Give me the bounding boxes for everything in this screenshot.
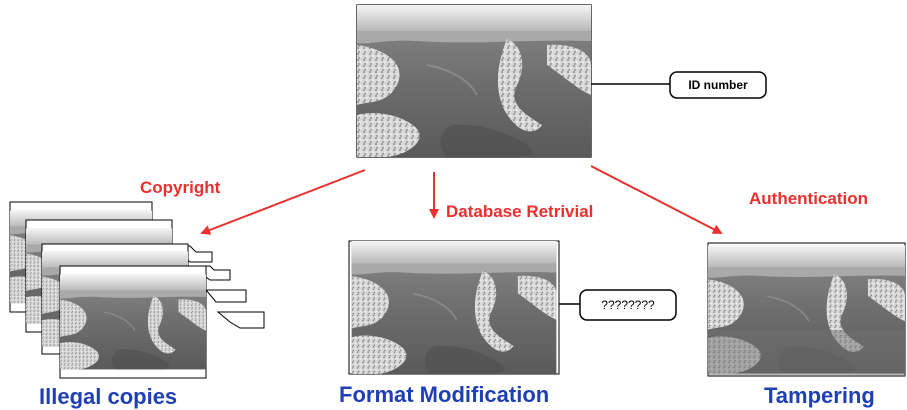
- id-number-tag: ID number: [669, 71, 767, 99]
- format-modified-image: [348, 240, 560, 375]
- tampering-caption: Tampering: [764, 383, 875, 408]
- tampered-image: [707, 242, 906, 377]
- copy-4: [59, 265, 207, 379]
- unknown-id-tag: ????????: [579, 289, 677, 321]
- illegal-copies-stack: [9, 201, 265, 379]
- copyright-label: Copyright: [140, 178, 221, 197]
- original-image: [356, 4, 592, 158]
- unknown-id-text: ????????: [601, 298, 655, 312]
- format-modification-caption: Format Modification: [339, 382, 549, 407]
- database-retrieval-label: Database Retrivial: [446, 202, 593, 221]
- authentication-arrow: [590, 165, 723, 234]
- copyright-arrow: [200, 169, 366, 235]
- illegal-copies-caption: Illegal copies: [39, 384, 177, 409]
- id-number-text: ID number: [688, 78, 748, 92]
- authentication-label: Authentication: [749, 189, 868, 208]
